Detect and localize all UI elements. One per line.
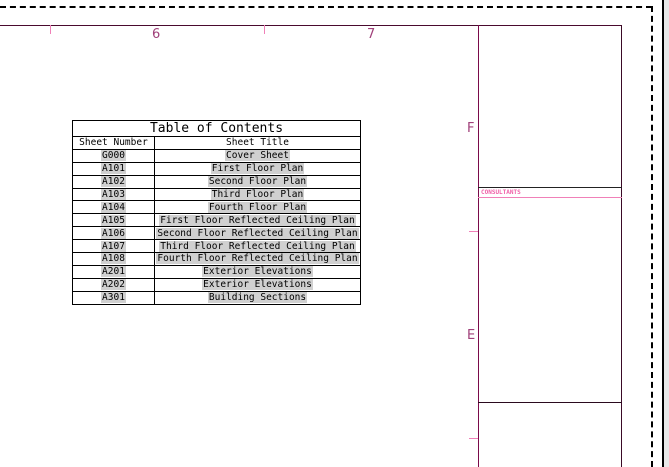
sheet-number: A105 <box>101 214 126 226</box>
table-row[interactable]: A104 Fourth Floor Plan <box>72 200 361 215</box>
sheet-title: Exterior Elevations <box>202 266 313 278</box>
table-row[interactable]: A102 Second Floor Plan <box>72 174 361 189</box>
sheet-title: Third Floor Reflected Ceiling Plan <box>159 240 356 252</box>
sheet-number-cell[interactable]: G000 <box>72 148 155 163</box>
sheet-number: A102 <box>101 176 126 188</box>
table-row[interactable]: A103 Third Floor Plan <box>72 187 361 202</box>
sheet-title-cell[interactable]: Fourth Floor Plan <box>154 200 361 215</box>
grid-tick <box>469 231 478 232</box>
table-row[interactable]: A106 Second Floor Reflected Ceiling Plan <box>72 226 361 241</box>
sheet-number: G000 <box>101 150 126 162</box>
grid-label-E: E <box>467 328 476 343</box>
table-row[interactable]: A107 Third Floor Reflected Ceiling Plan <box>72 239 361 254</box>
grid-tick <box>50 25 51 34</box>
header-sheet-title: Sheet Title <box>154 136 361 150</box>
sheet-number: A201 <box>101 266 126 278</box>
table-of-contents[interactable]: Table of Contents Sheet Number Sheet Tit… <box>72 120 361 305</box>
sheet-title: Second Floor Plan <box>207 176 308 188</box>
sheet-number-cell[interactable]: A301 <box>72 290 155 305</box>
sheet-title-cell[interactable]: Third Floor Plan <box>154 187 361 202</box>
grid-tick <box>264 25 265 34</box>
sheet-title-cell[interactable]: Third Floor Reflected Ceiling Plan <box>154 239 361 254</box>
sheet-number-cell[interactable]: A101 <box>72 161 155 176</box>
titleblock-left-border <box>478 25 479 467</box>
sheet-title: First Floor Reflected Ceiling Plan <box>159 214 356 226</box>
sheet-title-cell[interactable]: First Floor Reflected Ceiling Plan <box>154 213 361 228</box>
sheet-number: A101 <box>101 163 126 175</box>
table-row[interactable]: A105 First Floor Reflected Ceiling Plan <box>72 213 361 228</box>
sheet-title-cell[interactable]: Building Sections <box>154 290 361 305</box>
sheet-title-cell[interactable]: Exterior Elevations <box>154 264 361 279</box>
table-row[interactable]: A202 Exterior Elevations <box>72 277 361 292</box>
sheet-number-cell[interactable]: A108 <box>72 252 155 266</box>
sheet-title-cell[interactable]: Cover Sheet <box>154 148 361 163</box>
grid-tick <box>469 438 478 439</box>
table-row[interactable]: A108 Fourth Floor Reflected Ceiling Plan <box>72 252 361 266</box>
sheet-number-cell[interactable]: A103 <box>72 187 155 202</box>
sheet-number: A301 <box>101 292 126 304</box>
sheet-title: Fourth Floor Plan <box>207 201 308 213</box>
sheet-title: First Floor Plan <box>210 163 305 175</box>
sheet-number-cell[interactable]: A104 <box>72 200 155 215</box>
grid-label-6: 6 <box>152 27 161 42</box>
grid-label-F: F <box>467 121 475 136</box>
titleblock-right-border <box>621 25 622 467</box>
sheet-title: Second Floor Reflected Ceiling Plan <box>156 227 359 239</box>
sheet-border-top <box>0 25 622 26</box>
sheet-title: Cover Sheet <box>225 150 290 162</box>
print-boundary-right <box>651 6 653 467</box>
sheet-title-cell[interactable]: Fourth Floor Reflected Ceiling Plan <box>154 252 361 266</box>
sheet-number: A103 <box>101 189 126 200</box>
print-boundary-top <box>0 6 652 8</box>
sheet-number-cell[interactable]: A107 <box>72 239 155 254</box>
consultants-label: CONSULTANTS <box>481 189 521 196</box>
sheet-number: A202 <box>101 279 126 291</box>
sheet-title: Exterior Elevations <box>202 279 313 291</box>
sheet-number-cell[interactable]: A201 <box>72 264 155 279</box>
sheet-title-cell[interactable]: First Floor Plan <box>154 161 361 176</box>
sheet-number: A104 <box>101 201 126 213</box>
viewport-gutter <box>664 0 669 467</box>
sheet-number-cell[interactable]: A102 <box>72 174 155 189</box>
sheet-number: A107 <box>101 240 126 252</box>
titleblock-divider <box>478 187 622 188</box>
table-row[interactable]: A201 Exterior Elevations <box>72 264 361 279</box>
table-row[interactable]: A301 Building Sections <box>72 290 361 305</box>
sheet-title: Fourth Floor Reflected Ceiling Plan <box>156 253 359 265</box>
sheet-title-cell[interactable]: Exterior Elevations <box>154 277 361 292</box>
sheet-number-cell[interactable]: A202 <box>72 277 155 292</box>
titleblock-divider <box>478 402 622 403</box>
sheet-number: A106 <box>101 227 126 239</box>
sheet-number-cell[interactable]: A106 <box>72 226 155 241</box>
sheet-number: A108 <box>101 253 126 265</box>
consultants-divider <box>478 197 622 198</box>
sheet-title: Third Floor Plan <box>210 189 305 200</box>
table-title: Table of Contents <box>72 120 361 137</box>
viewport-edge <box>662 0 664 467</box>
grid-label-7: 7 <box>367 27 376 42</box>
sheet-title-cell[interactable]: Second Floor Plan <box>154 174 361 189</box>
header-sheet-number: Sheet Number <box>72 136 155 150</box>
sheet-title-cell[interactable]: Second Floor Reflected Ceiling Plan <box>154 226 361 241</box>
table-row[interactable]: A101 First Floor Plan <box>72 161 361 176</box>
sheet-title: Building Sections <box>207 292 308 304</box>
table-row[interactable]: G000 Cover Sheet <box>72 148 361 163</box>
sheet-number-cell[interactable]: A105 <box>72 213 155 228</box>
